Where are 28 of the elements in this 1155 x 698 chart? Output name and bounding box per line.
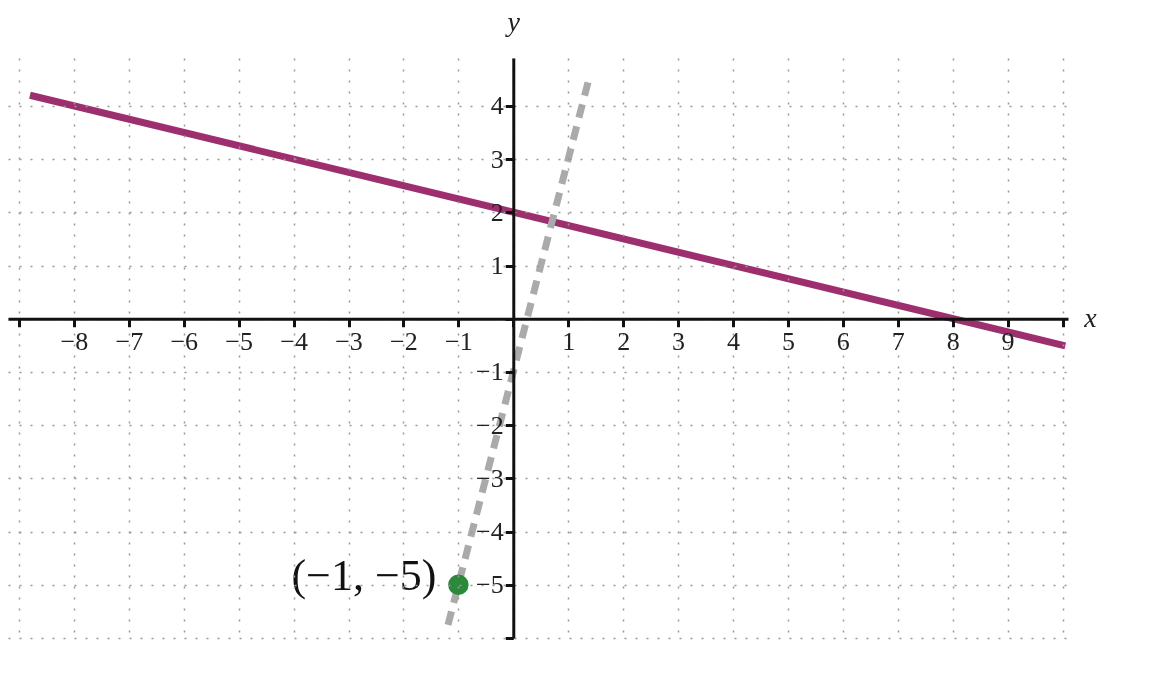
x-tick-label: −7	[115, 327, 144, 357]
y-tick-label: −5	[476, 570, 504, 600]
x-tick-label: 4	[726, 327, 740, 357]
x-tick-label: −6	[170, 327, 199, 357]
x-tick-label: 1	[562, 327, 576, 357]
x-axis-title: x	[1083, 302, 1098, 334]
y-tick-label: −1	[476, 357, 504, 387]
annotation: (−1, −5)	[291, 550, 437, 600]
y-tick-label: 3	[490, 144, 504, 174]
x-tick-label: 3	[672, 327, 686, 357]
x-tick-label: −3	[335, 327, 363, 357]
y-tick-label: 1	[490, 251, 504, 281]
y-axis-title: y	[504, 5, 521, 37]
y-tick-label: −3	[476, 463, 504, 493]
x-tick-label: −8	[60, 327, 89, 357]
y-tick-label: −4	[476, 517, 504, 547]
y-tick-label: 4	[490, 91, 504, 121]
x-tick-label: −1	[445, 327, 473, 357]
x-tick-label: 6	[836, 327, 850, 357]
x-tick-label: 7	[891, 327, 905, 357]
x-tick-label: 9	[1001, 327, 1015, 357]
x-tick-label: −5	[225, 327, 254, 357]
x-tick-label: 5	[781, 327, 795, 357]
y-tick-label: −2	[476, 410, 504, 440]
x-tick-label: 2	[617, 327, 631, 357]
x-tick-label: 8	[946, 327, 960, 357]
x-tick-label: −4	[280, 327, 308, 357]
x-tick-label: −2	[390, 327, 418, 357]
